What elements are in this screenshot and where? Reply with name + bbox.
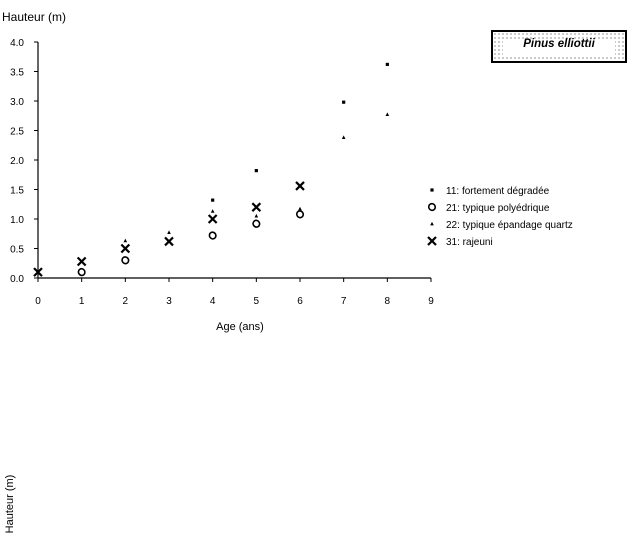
legend-label: 21: typique polyédrique — [446, 203, 550, 214]
data-point-x — [120, 243, 131, 254]
x-tick-label: 4 — [210, 296, 216, 307]
chart-title: Pinus elliottii — [523, 38, 595, 50]
x-stroke — [427, 236, 437, 246]
data-point-x — [295, 181, 305, 191]
data-point-triangle — [167, 230, 171, 234]
data-point-x — [33, 267, 43, 277]
y-tick-label: 3.0 — [10, 97, 24, 108]
x-tick-label: 1 — [79, 296, 85, 307]
title-box-inner — [503, 40, 615, 55]
y-tick-label: 2.5 — [10, 127, 24, 138]
x-stroke — [164, 236, 174, 247]
x-tick-label: 5 — [254, 296, 260, 307]
data-point-dash — [385, 62, 389, 67]
y-tick-label: 3.5 — [10, 68, 24, 79]
data-point-dash — [342, 100, 346, 104]
legend-label: 31: rajeuni — [446, 237, 493, 248]
x-stroke — [76, 256, 87, 267]
data-point-dash — [211, 198, 215, 202]
legend-marker-triangle — [430, 221, 434, 226]
legend-marker-diamond — [427, 202, 437, 212]
x-stroke — [251, 202, 262, 212]
data-point-triangle — [210, 209, 215, 213]
data-point-triangle — [254, 213, 259, 218]
data-point-x — [251, 202, 262, 212]
x-tick-label: 3 — [166, 296, 172, 307]
legend-label: 22: typique épandage quartz — [446, 220, 573, 231]
x-tick-label: 6 — [297, 296, 303, 307]
data-point-diamond — [295, 210, 305, 219]
legend-label: 11: fortement dégradée — [446, 186, 550, 197]
data-point-triangle — [341, 135, 346, 139]
data-marks — [33, 62, 390, 277]
data-point-diamond — [121, 256, 130, 265]
data-point-triangle — [298, 206, 302, 211]
y-tick-label: 4.0 — [10, 38, 24, 49]
legend-marker-x — [427, 236, 437, 246]
axes — [37, 42, 431, 279]
data-point-diamond — [77, 267, 86, 277]
data-point-x — [76, 256, 87, 267]
y-tick-label: 2.0 — [10, 156, 24, 167]
y-tick-label: 0.5 — [10, 245, 24, 256]
y-tick-label: 1.5 — [10, 186, 24, 197]
legend: 11: fortement dégradée 21: typique polyéd… — [427, 186, 573, 248]
y-tick-label: 1.0 — [10, 215, 24, 226]
x-tick-label: 9 — [428, 296, 434, 307]
ylabel-top: Hauteur (m) — [2, 10, 67, 24]
data-point-triangle — [385, 112, 390, 116]
x-tick-label: 7 — [341, 296, 347, 307]
x-stroke — [295, 181, 305, 191]
data-point-dash — [254, 169, 258, 173]
x-tick-label: 0 — [35, 296, 41, 307]
legend-marker-dash — [430, 188, 434, 192]
x-stroke — [120, 243, 131, 254]
x-stroke — [33, 267, 43, 277]
x-stroke — [207, 214, 218, 224]
x-tick-label: 2 — [123, 296, 129, 307]
x-tick-label: 8 — [385, 296, 391, 307]
data-point-diamond — [208, 231, 217, 240]
data-point-triangle — [123, 238, 128, 243]
ticks: 0.0 0.5 1.0 1.5 2.0 2.5 3.0 3.5 4.0 0 1 2 3 4 5 6 7 8 9 — [10, 38, 434, 307]
y-tick-label: 0.0 — [10, 274, 24, 285]
data-point-diamond — [252, 219, 261, 228]
data-point-x — [164, 236, 174, 247]
x-axis-label: Age (ans) — [216, 321, 264, 333]
data-point-x — [207, 214, 218, 224]
